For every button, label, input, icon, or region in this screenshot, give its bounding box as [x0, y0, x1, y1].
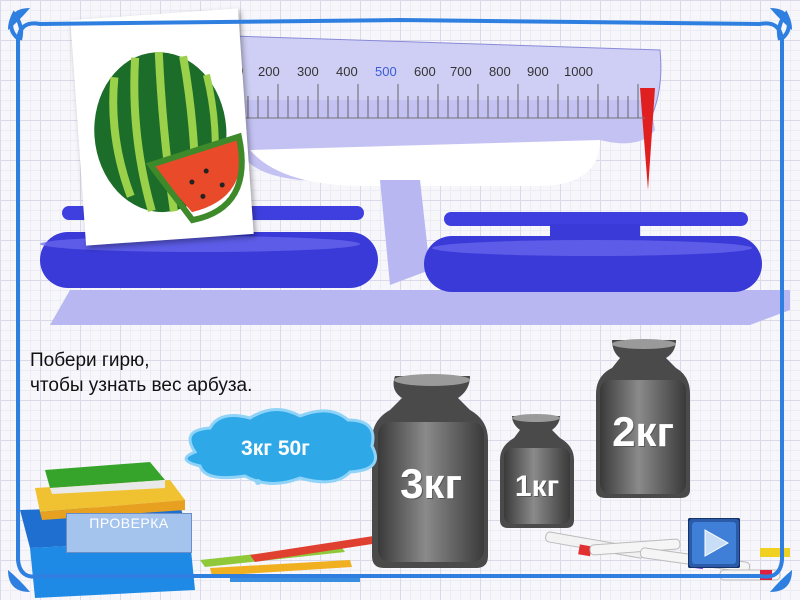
answer-cloud-shape: [184, 408, 377, 485]
play-button[interactable]: [687, 517, 741, 569]
right-pan-top: [444, 212, 748, 226]
scale-tick-label-highlight: 500: [375, 64, 397, 79]
check-button[interactable]: ПРОВЕРКА: [66, 513, 192, 553]
scale-tick-label: 600: [414, 64, 436, 79]
play-icon: [687, 517, 741, 569]
scale-tick-label: 900: [527, 64, 549, 79]
scale-ticks: [235, 84, 645, 119]
answer-cloud-text[interactable]: 3кг 50г: [241, 437, 310, 460]
instruction-text: Побери гирю, чтобы узнать вес арбуза.: [30, 348, 252, 398]
pencils-image: [200, 535, 385, 582]
scale-tick-label: 300: [297, 64, 319, 79]
weight-1kg[interactable]: [500, 414, 574, 528]
weight-1kg-label: 1кг: [514, 470, 560, 503]
scale-stem: [380, 180, 430, 285]
scale-tick-label: 200: [258, 64, 280, 79]
scale-tick-label: 1000: [564, 64, 593, 79]
weight-3kg[interactable]: [372, 374, 488, 568]
instruction-line: Побери гирю,: [30, 350, 150, 371]
scale-tick-label: 700: [450, 64, 472, 79]
scale-window: [250, 140, 600, 186]
scale-tick-label: 400: [336, 64, 358, 79]
scale-tick-label: 800: [489, 64, 511, 79]
weight-3kg-label: 3кг: [400, 460, 462, 507]
instruction-line: чтобы узнать вес арбуза.: [30, 375, 253, 396]
weight-2kg[interactable]: [596, 339, 690, 498]
scale-pointer: [640, 88, 655, 190]
scale-platform: [50, 290, 790, 325]
watermelon-image[interactable]: [70, 8, 254, 246]
weight-2kg-label: 2кг: [612, 408, 674, 455]
